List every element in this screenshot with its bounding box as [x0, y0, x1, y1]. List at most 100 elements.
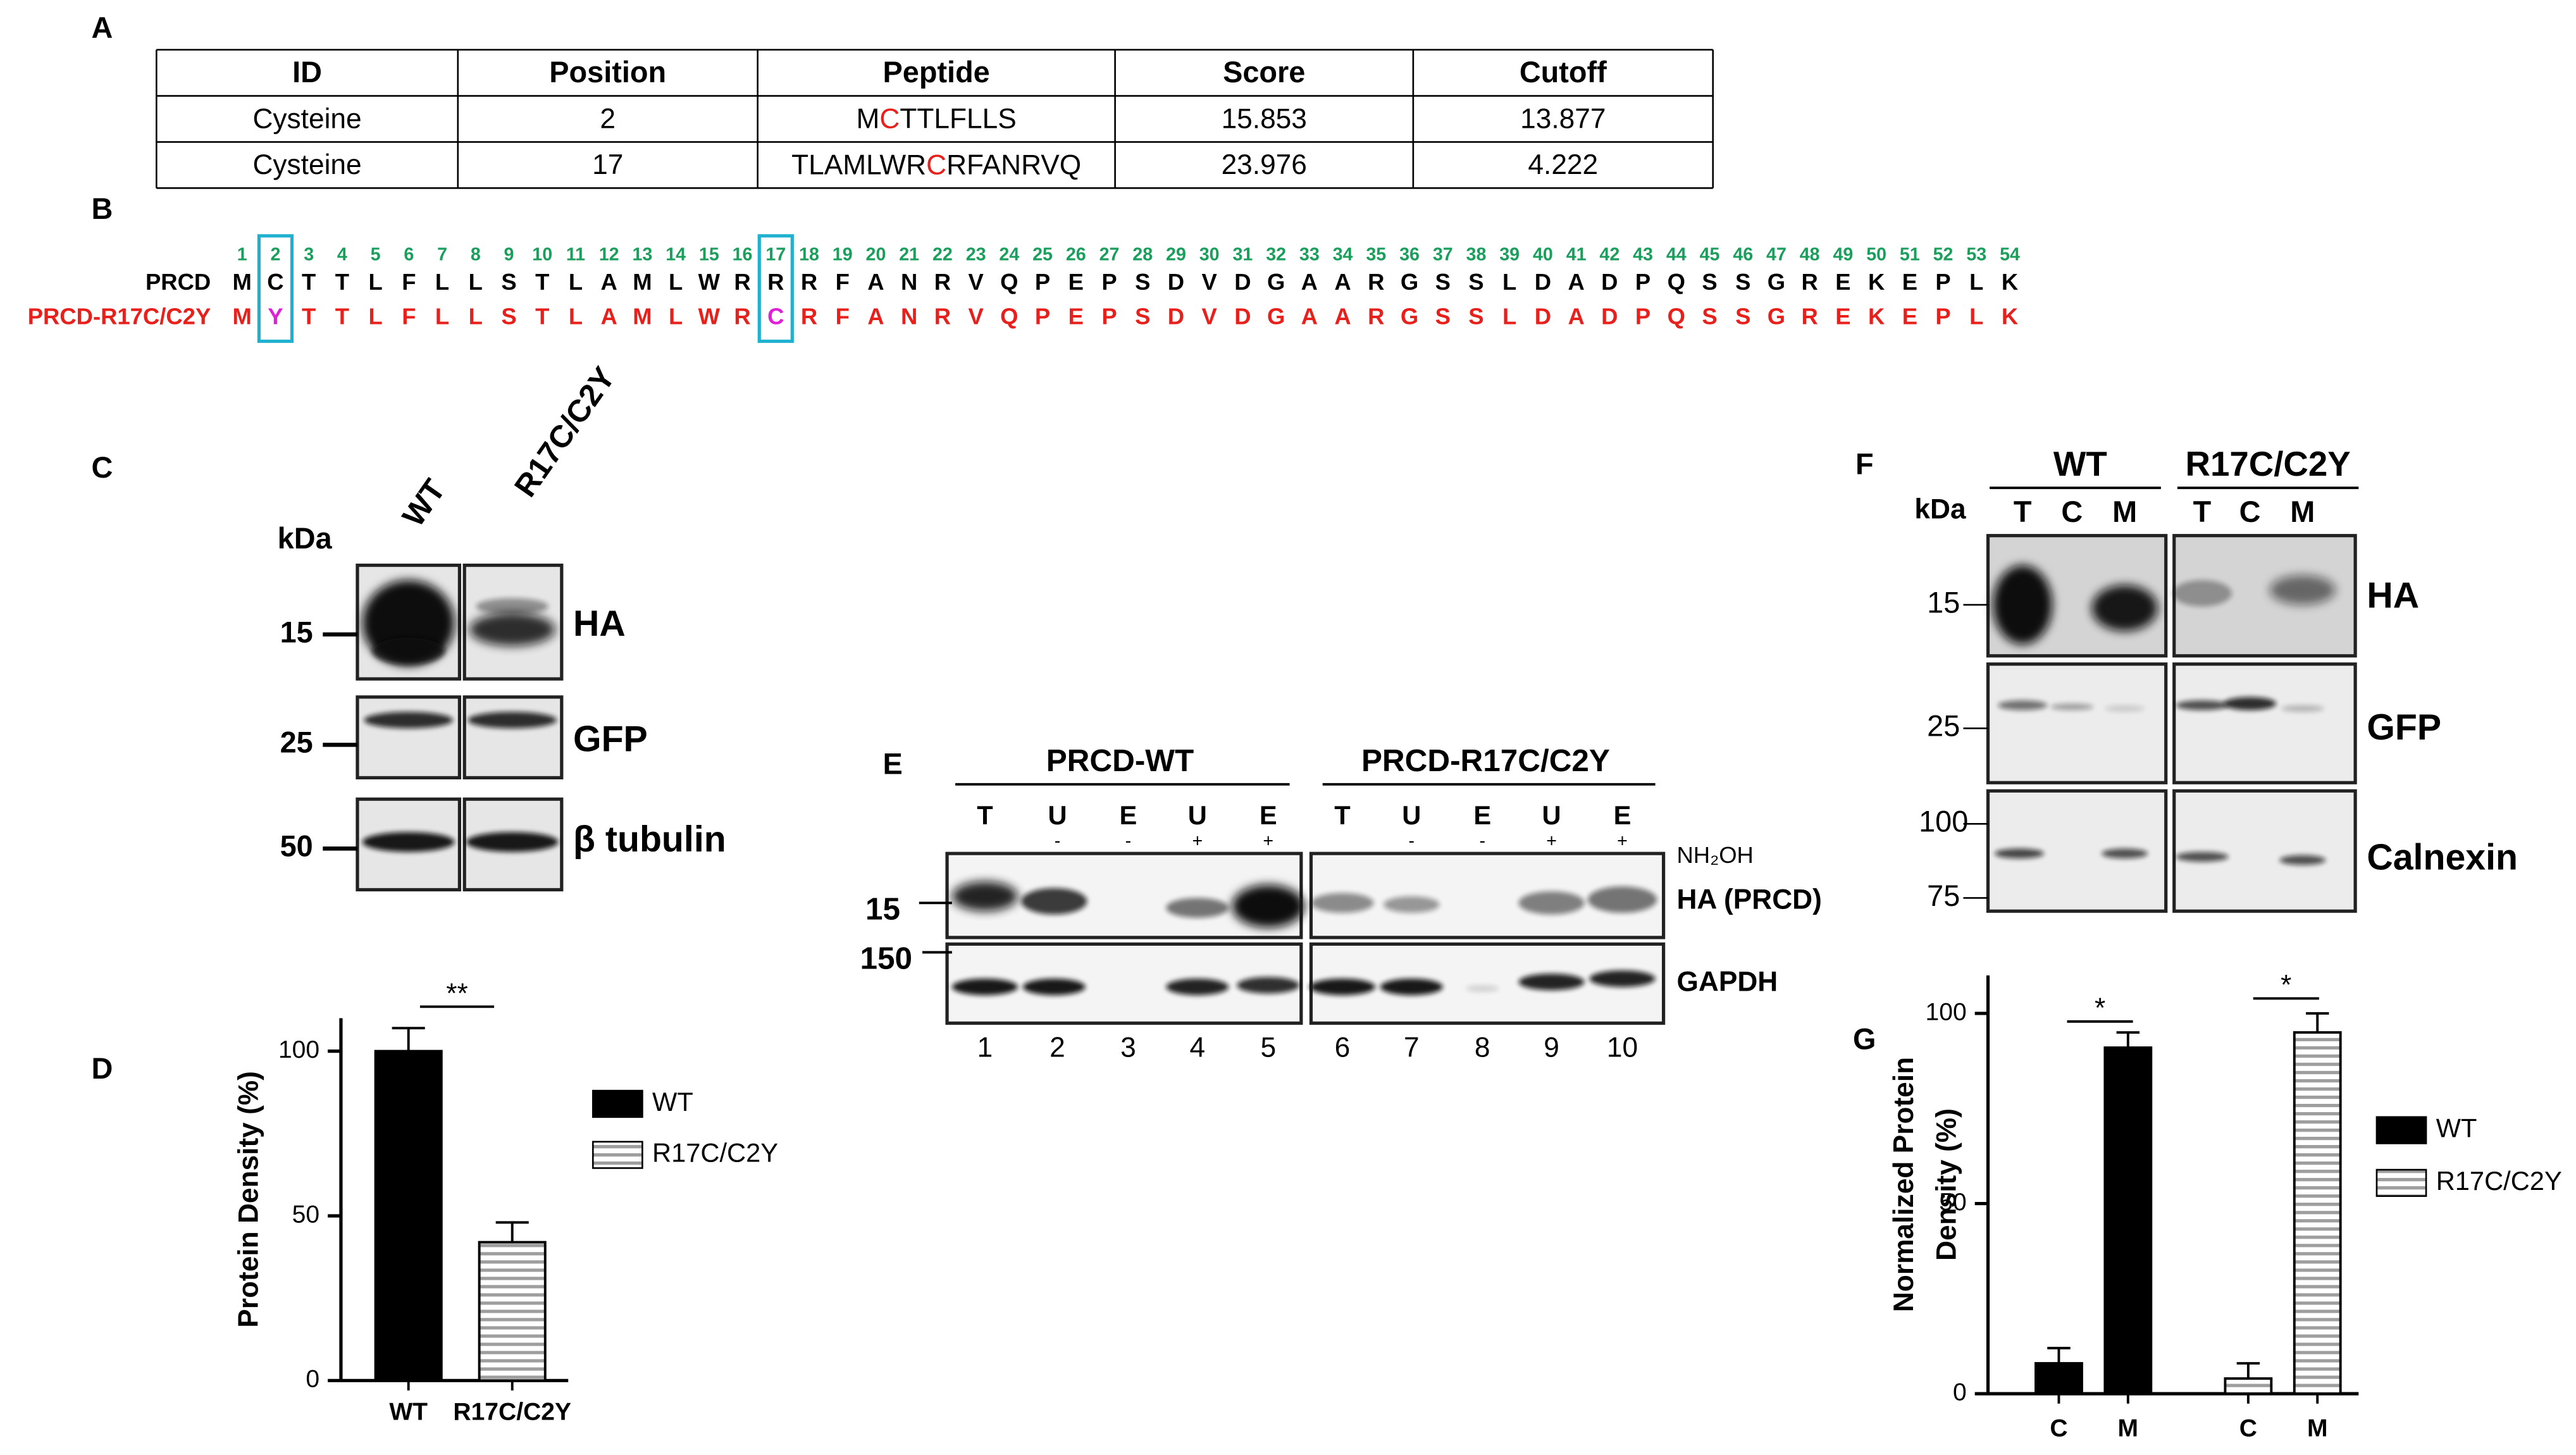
residue: D — [1168, 269, 1184, 295]
marker-label: 15 — [280, 616, 313, 648]
legend-label: R17C/C2Y — [2436, 1166, 2562, 1196]
band — [362, 832, 455, 852]
residue: D — [1601, 269, 1618, 295]
residue: P — [1935, 304, 1950, 330]
residue: S — [1468, 304, 1483, 330]
position-number: 43 — [1633, 245, 1653, 265]
lane-label: R17C/C2Y — [508, 361, 622, 503]
residue: P — [1635, 269, 1650, 295]
legend-swatch — [2375, 1116, 2427, 1144]
position-number: 51 — [1900, 245, 1920, 265]
position-number: 30 — [1199, 245, 1220, 265]
group-label: PRCD-WT — [1046, 743, 1194, 778]
marker-label: 15 — [1927, 586, 1960, 619]
residue: T — [535, 304, 549, 330]
panel-label: D — [92, 1052, 113, 1085]
position-number: 37 — [1433, 245, 1453, 265]
band — [1309, 979, 1375, 996]
residue: D — [1601, 304, 1618, 330]
position-number: 19 — [833, 245, 853, 265]
band — [951, 979, 1019, 996]
residue: A — [601, 304, 617, 330]
position-number: 36 — [1399, 245, 1420, 265]
peptide-part: C — [879, 103, 900, 134]
residue: P — [1101, 269, 1117, 295]
position-number: 21 — [899, 245, 919, 265]
table-header: ID — [292, 56, 322, 89]
position-number: 18 — [799, 245, 819, 265]
position-number: 14 — [666, 245, 686, 265]
lane-label: E — [1120, 800, 1137, 830]
residue: S — [1735, 269, 1750, 295]
residue: G — [1768, 304, 1785, 330]
residue: A — [1568, 304, 1584, 330]
residue: R — [934, 304, 951, 330]
blot-label: GFP — [573, 719, 648, 759]
x-tick-label: C — [2239, 1415, 2257, 1442]
x-tick-label: M — [2307, 1415, 2328, 1442]
y-tick-label: 50 — [1939, 1189, 1966, 1216]
position-number: 8 — [471, 245, 481, 265]
band — [1998, 700, 2048, 710]
position-number: 9 — [504, 245, 514, 265]
band — [2223, 697, 2277, 710]
residue: L — [569, 304, 583, 330]
position-number: 3 — [304, 245, 314, 265]
table-header: Position — [549, 56, 666, 89]
residue: E — [1835, 304, 1850, 330]
treatment-sign: + — [1617, 831, 1628, 851]
residue: G — [1401, 269, 1418, 295]
lane-number: 6 — [1335, 1032, 1351, 1063]
residue: L — [368, 269, 382, 295]
residue: F — [402, 304, 416, 330]
position-number: 38 — [1466, 245, 1487, 265]
bar — [374, 1049, 443, 1382]
residue: L — [669, 269, 683, 295]
peptide-part: TLAMLWR — [791, 149, 926, 180]
residue: T — [335, 269, 349, 295]
y-tick-label: 100 — [278, 1036, 319, 1063]
residue: K — [1868, 269, 1885, 295]
residue: S — [501, 304, 516, 330]
residue: P — [1035, 269, 1050, 295]
lane-label: E — [1260, 800, 1277, 830]
residue: L — [1969, 304, 1983, 330]
residue: S — [1735, 304, 1750, 330]
panel-label: C — [92, 451, 113, 484]
lane-label: WT — [396, 473, 452, 533]
panel-label: F — [1855, 448, 1874, 481]
highlight-box — [757, 234, 794, 344]
position-number: 39 — [1499, 245, 1520, 265]
residue: G — [1401, 304, 1418, 330]
position-number: 44 — [1666, 245, 1687, 265]
blot — [1986, 662, 2168, 784]
residue: D — [1234, 304, 1251, 330]
residue: L — [469, 304, 483, 330]
y-tick-label: 0 — [306, 1366, 319, 1393]
significance: * — [2281, 970, 2291, 1001]
peptide-part: TTLFLLS — [900, 103, 1016, 134]
lane-label: U — [1048, 800, 1067, 830]
lane-number: 8 — [1475, 1032, 1490, 1063]
marker-label: 50 — [280, 830, 313, 863]
position-number: 6 — [404, 245, 414, 265]
residue: L — [435, 269, 449, 295]
residue: R — [1368, 304, 1384, 330]
position-number: 33 — [1299, 245, 1320, 265]
residue: L — [1502, 304, 1516, 330]
position-number: 11 — [566, 245, 585, 265]
x-tick-label: R17C/C2Y — [453, 1399, 571, 1426]
table-cell: 2 — [600, 103, 616, 134]
blot-label: GFP — [2367, 707, 2441, 748]
residue: K — [1868, 304, 1885, 330]
y-tick-label: 50 — [292, 1201, 319, 1228]
blot-label: HA (PRCD) — [1676, 884, 1821, 915]
position-number: 53 — [1966, 245, 1986, 265]
table-cell: 4.222 — [1528, 149, 1598, 180]
peptide-part: M — [856, 103, 879, 134]
blot — [2172, 662, 2357, 784]
band — [1311, 893, 1374, 913]
position-number: 4 — [337, 245, 347, 265]
residue: S — [1702, 269, 1717, 295]
lane-label: E — [1614, 800, 1632, 830]
